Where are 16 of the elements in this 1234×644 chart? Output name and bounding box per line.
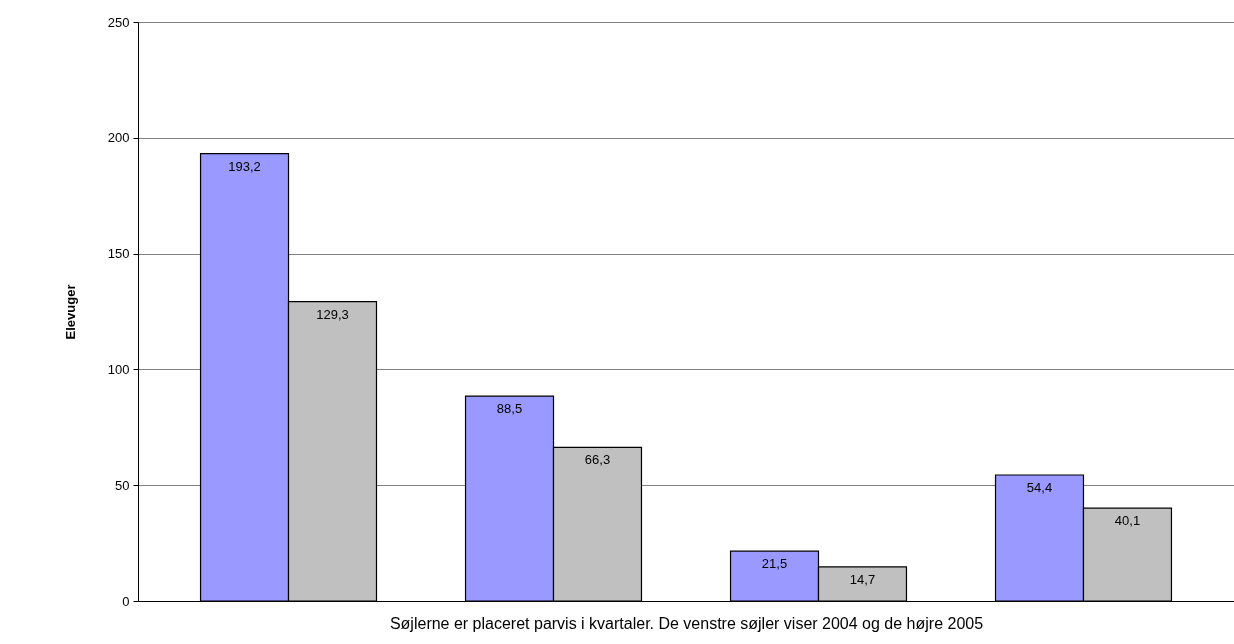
y-axis-title: Elevuger [62, 284, 78, 340]
data-label: 129,3 [316, 306, 349, 322]
y-tick-label: 100 [107, 361, 130, 377]
data-label: 66,3 [584, 452, 611, 468]
y-tick-label: 250 [107, 14, 130, 30]
data-label: 88,5 [496, 401, 523, 417]
data-label: 21,5 [761, 556, 788, 572]
data-label: 14,7 [849, 571, 876, 587]
y-tick-label: 150 [107, 246, 130, 262]
y-tick-label: 200 [107, 130, 130, 146]
data-label: 40,1 [1114, 513, 1141, 529]
y-tick-label: 50 [115, 477, 130, 493]
data-label: 193,2 [228, 158, 261, 174]
data-label: 54,4 [1026, 480, 1053, 496]
x-axis-title: Søjlerne er placeret parvis i kvartaler. De venstre søjler viser 2004 og de højre 2005 [389, 614, 984, 632]
y-tick-label: 0 [122, 593, 130, 609]
